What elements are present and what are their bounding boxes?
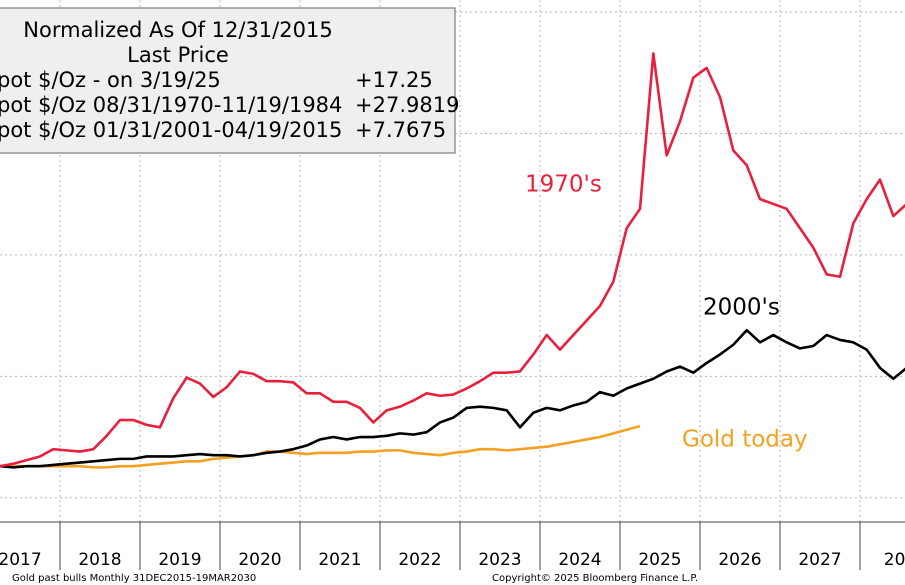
series-label: 2000's <box>703 295 780 321</box>
legend: Normalized As Of 12/31/2015 Last Price p… <box>0 7 459 154</box>
x-tick-label: 2023 <box>478 550 521 570</box>
series-line <box>0 424 641 469</box>
x-tick-label: 2018 <box>78 550 121 570</box>
x-tick-label: 2024 <box>558 550 601 570</box>
x-tick-label: 2021 <box>318 550 361 570</box>
footer-left: Gold past bulls Monthly 31DEC2015-19MAR2… <box>12 573 256 584</box>
x-tick-label: 2025 <box>638 550 681 570</box>
x-tick-label: 202 <box>884 550 905 570</box>
legend-rows: pot $/Oz - on 3/19/25 +17.25 pot $/Oz 08/3… <box>0 68 459 142</box>
x-tick-label: 2017 <box>0 550 42 570</box>
series-label: 1970's <box>525 172 602 198</box>
legend-row-label: pot $/Oz 01/31/2001-04/19/2015 <box>0 118 342 142</box>
x-tick-label: 2019 <box>158 550 201 570</box>
legend-row-value: +27.9819 <box>355 93 459 117</box>
x-tick-label: 2022 <box>398 550 441 570</box>
x-tick-label: 2020 <box>238 550 281 570</box>
footer-right: Copyright© 2025 Bloomberg Finance L.P. <box>492 573 698 584</box>
legend-title: Normalized As Of 12/31/2015 <box>23 18 332 42</box>
series-line <box>0 52 905 468</box>
legend-row-label: pot $/Oz - on 3/19/25 <box>0 68 221 92</box>
legend-subtitle: Last Price <box>127 43 229 67</box>
legend-row-label: pot $/Oz 08/31/1970-11/19/1984 <box>0 93 342 117</box>
series-label: Gold today <box>682 427 808 453</box>
series-line <box>0 328 905 469</box>
x-tick-label: 2026 <box>718 550 761 570</box>
x-tick-label: 2027 <box>798 550 841 570</box>
legend-box <box>0 7 456 154</box>
legend-row-value: +17.25 <box>355 68 433 92</box>
legend-row-value: +7.7675 <box>355 118 446 142</box>
